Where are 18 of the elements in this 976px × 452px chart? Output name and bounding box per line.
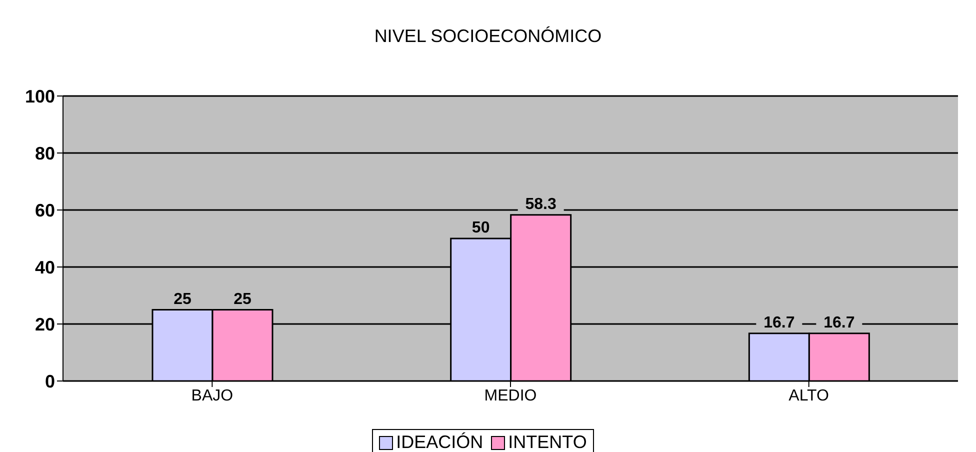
data-label: 16.7 (764, 314, 795, 332)
y-tick-label: 40 (34, 257, 55, 278)
data-label: 16.7 (824, 314, 855, 332)
y-tick-label: 60 (34, 200, 55, 220)
x-tick-label: MEDIO (484, 387, 537, 404)
x-tick-label: BAJO (191, 387, 234, 404)
data-label: 50 (472, 220, 490, 236)
y-tick-label: 20 (34, 314, 55, 334)
data-label: 25 (234, 290, 252, 308)
y-tick-label: 0 (44, 371, 55, 392)
y-tick-label: 100 (24, 86, 55, 106)
data-label: 58.3 (525, 196, 557, 213)
legend-label: IDEACIÓN (395, 432, 484, 452)
data-label: 25 (174, 290, 192, 308)
x-tick-label: ALTO (788, 387, 829, 404)
y-tick-label: 80 (34, 143, 55, 164)
chart-title: NIVEL SOCIOECONÓMICO (373, 25, 603, 48)
legend-label: INTENTO (507, 432, 587, 452)
